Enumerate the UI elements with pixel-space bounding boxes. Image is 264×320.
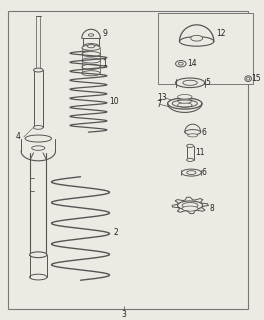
Ellipse shape xyxy=(178,62,183,65)
Text: 2: 2 xyxy=(114,228,118,237)
Text: 3: 3 xyxy=(122,310,126,319)
Ellipse shape xyxy=(187,171,196,174)
Ellipse shape xyxy=(168,98,202,109)
Ellipse shape xyxy=(177,95,192,99)
Bar xyxy=(158,13,253,84)
Ellipse shape xyxy=(177,99,192,103)
Text: 9: 9 xyxy=(102,29,107,38)
Text: 6: 6 xyxy=(202,168,207,177)
Text: 8: 8 xyxy=(209,204,214,213)
Text: 1: 1 xyxy=(102,59,107,68)
Ellipse shape xyxy=(82,71,100,76)
Text: 6: 6 xyxy=(202,128,207,137)
Ellipse shape xyxy=(82,64,100,69)
Text: 5: 5 xyxy=(205,78,210,87)
Text: 10: 10 xyxy=(110,97,119,107)
Ellipse shape xyxy=(182,203,198,208)
Ellipse shape xyxy=(83,44,99,49)
Ellipse shape xyxy=(176,78,205,88)
Text: 13: 13 xyxy=(158,92,167,102)
Ellipse shape xyxy=(176,60,186,67)
Ellipse shape xyxy=(182,206,198,211)
Text: 15: 15 xyxy=(252,74,261,83)
Ellipse shape xyxy=(82,58,100,63)
Ellipse shape xyxy=(181,169,201,176)
Ellipse shape xyxy=(187,144,194,148)
Ellipse shape xyxy=(34,125,43,129)
Ellipse shape xyxy=(183,80,197,85)
Ellipse shape xyxy=(34,68,43,72)
Ellipse shape xyxy=(177,103,192,107)
Ellipse shape xyxy=(87,44,95,48)
Text: 14: 14 xyxy=(187,59,197,68)
Ellipse shape xyxy=(82,52,100,57)
Text: 12: 12 xyxy=(216,29,226,38)
Text: 7: 7 xyxy=(157,100,162,109)
Text: 11: 11 xyxy=(195,148,205,157)
Ellipse shape xyxy=(188,134,198,137)
Ellipse shape xyxy=(30,252,47,258)
Ellipse shape xyxy=(187,158,194,162)
Ellipse shape xyxy=(185,130,201,135)
Ellipse shape xyxy=(30,274,47,280)
Ellipse shape xyxy=(191,35,202,41)
Ellipse shape xyxy=(88,34,94,36)
Text: 4: 4 xyxy=(16,132,21,141)
Ellipse shape xyxy=(25,135,51,142)
Ellipse shape xyxy=(32,146,45,150)
Ellipse shape xyxy=(180,36,214,46)
Ellipse shape xyxy=(247,77,250,80)
Ellipse shape xyxy=(177,201,202,210)
Ellipse shape xyxy=(245,76,251,82)
Ellipse shape xyxy=(82,45,100,50)
